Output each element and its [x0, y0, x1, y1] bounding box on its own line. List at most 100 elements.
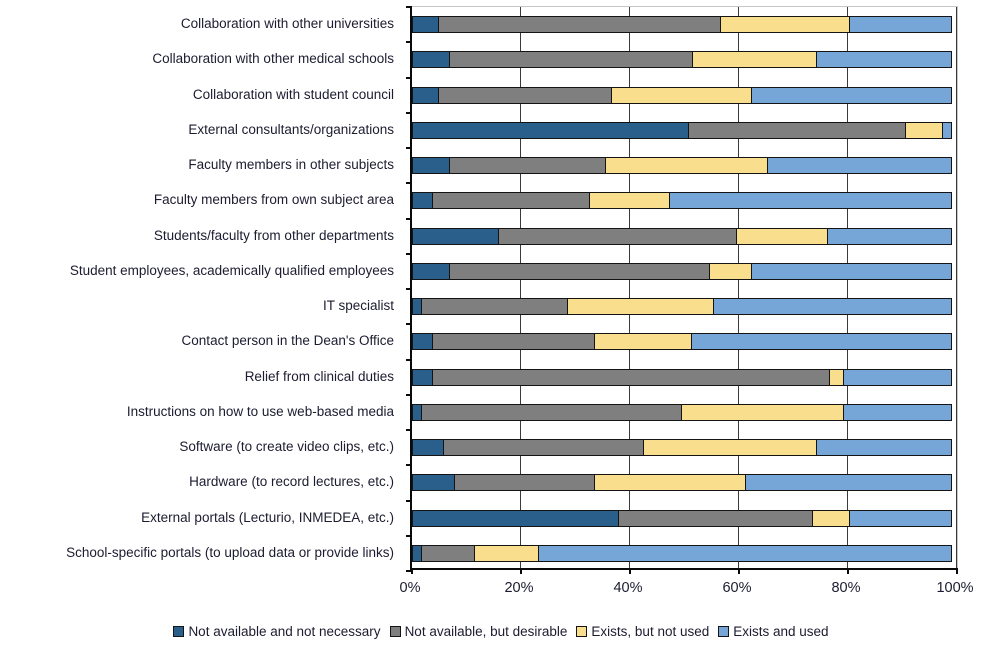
- bar-segment: [443, 439, 645, 457]
- x-axis-label: 60%: [722, 580, 752, 596]
- bar-segment: [432, 333, 596, 351]
- bar-segment: [690, 333, 953, 351]
- bar-segment: [538, 544, 953, 562]
- x-axis-label: 40%: [613, 580, 643, 596]
- bar-segment: [437, 16, 722, 34]
- legend-item: Not available and not necessary: [173, 624, 381, 639]
- category-label: Faculty members in other subjects: [188, 157, 394, 173]
- bar-segment: [421, 544, 476, 562]
- bar-segment: [412, 86, 440, 104]
- stacked-bar: [412, 86, 957, 104]
- bar-segment: [594, 474, 747, 492]
- category-label: Collaboration with student council: [192, 86, 394, 102]
- bar-segment: [692, 51, 818, 69]
- gridline-40: [629, 7, 630, 568]
- stacked-bar: [412, 509, 957, 527]
- bar-segment: [421, 298, 569, 316]
- category-label: Students/faculty from other departments: [153, 227, 394, 243]
- bar-row: [412, 78, 957, 113]
- category-label: Contact person in the Dean's Office: [181, 333, 394, 349]
- bar-segment: [448, 262, 711, 280]
- legend-label: Not available and not necessary: [188, 624, 381, 639]
- bar-segment: [745, 474, 953, 492]
- bar-row: [412, 536, 957, 571]
- x-axis-tick: [956, 568, 958, 574]
- stacked-bar: [412, 121, 957, 139]
- x-axis-label: 0%: [399, 580, 421, 596]
- bar-segment: [843, 403, 953, 421]
- bar-segment: [610, 86, 753, 104]
- bar-segment: [412, 509, 620, 527]
- x-axis-tick: [738, 568, 740, 574]
- legend-swatch-icon: [576, 626, 588, 637]
- gridline-60: [738, 7, 739, 568]
- stacked-bar: [412, 192, 957, 210]
- bar-segment: [848, 16, 953, 34]
- bar-segment: [412, 368, 434, 386]
- bar-segment: [432, 368, 831, 386]
- stacked-bar: [412, 403, 957, 421]
- y-axis-tick: [406, 393, 412, 396]
- bar-segment: [816, 51, 953, 69]
- bar-row: [412, 183, 957, 218]
- y-axis-tick: [406, 6, 412, 8]
- category-label: IT specialist: [322, 298, 394, 314]
- y-axis-tick: [406, 147, 412, 149]
- category-label: Relief from clinical duties: [244, 368, 394, 384]
- bar-row: [412, 113, 957, 148]
- bar-segment: [432, 192, 591, 210]
- legend: Not available and not necessary Not avail…: [0, 624, 1002, 639]
- bar-row: [412, 395, 957, 430]
- x-axis-label: 100%: [936, 580, 974, 596]
- bar-segment: [750, 86, 953, 104]
- bar-segment: [421, 403, 683, 421]
- y-axis-tick: [406, 464, 412, 467]
- y-axis-tick: [406, 111, 412, 114]
- bar-segment: [812, 509, 851, 527]
- bar-segment: [412, 192, 434, 210]
- category-label: External portals (Lecturio, INMEDEA, etc…: [141, 509, 394, 525]
- bar-segment: [412, 333, 434, 351]
- bar-segment: [750, 262, 953, 280]
- bar-row: [412, 465, 957, 500]
- legend-label: Exists and used: [733, 624, 829, 639]
- bar-segment: [412, 262, 451, 280]
- x-axis-tick: [520, 568, 522, 574]
- stacked-bar: [412, 544, 957, 562]
- bar-segment: [497, 227, 738, 245]
- stacked-bar: [412, 439, 957, 457]
- legend-item: Exists and used: [718, 624, 829, 639]
- y-axis-tick: [406, 570, 412, 572]
- category-label: Collaboration with other medical schools: [152, 51, 394, 67]
- bar-row: [412, 289, 957, 324]
- bar-segment: [437, 86, 613, 104]
- bar-segment: [681, 403, 845, 421]
- bar-segment: [816, 439, 953, 457]
- stacked-bar: [412, 368, 957, 386]
- bar-segment: [412, 227, 500, 245]
- legend-swatch-icon: [718, 626, 730, 637]
- bar-segment: [605, 157, 769, 175]
- x-axis-label: 20%: [504, 580, 534, 596]
- bar-segment: [454, 474, 596, 492]
- legend-swatch-icon: [173, 626, 185, 637]
- bar-segment: [448, 157, 607, 175]
- y-axis-tick: [406, 41, 412, 44]
- bar-row: [412, 430, 957, 465]
- bar-row: [412, 254, 957, 289]
- stacked-bar: [412, 333, 957, 351]
- category-label: Collaboration with other universities: [180, 16, 394, 32]
- y-axis-tick: [406, 288, 412, 290]
- bar-segment: [827, 227, 953, 245]
- legend-item: Exists, but not used: [576, 624, 709, 639]
- category-label: Faculty members from own subject area: [153, 192, 394, 208]
- x-axis-tick: [411, 568, 413, 574]
- bar-row: [412, 324, 957, 359]
- category-label: Software (to create video clips, etc.): [179, 439, 394, 455]
- bar-row: [412, 501, 957, 536]
- bar-segment: [474, 544, 540, 562]
- bar-segment: [719, 16, 851, 34]
- plot-area: [406, 6, 958, 574]
- bar-segment: [567, 298, 715, 316]
